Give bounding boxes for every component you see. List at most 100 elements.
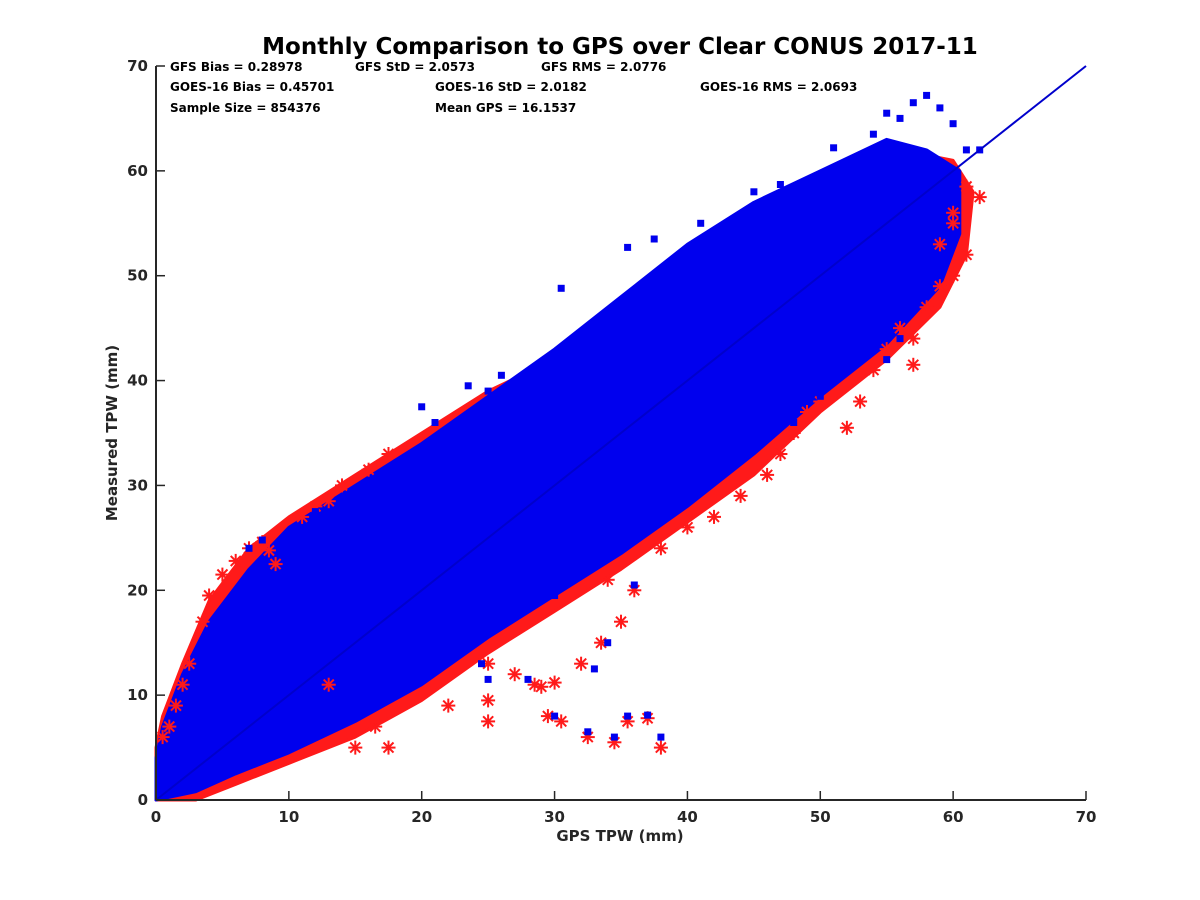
square-point [923,91,931,99]
asterisk-point [368,719,383,734]
square-point [551,592,559,599]
square-point [936,104,944,112]
gfs-bias-stat: GFS Bias = 0.28978 [170,60,302,74]
x-tick-labels: 0 10 20 30 40 50 60 70 [151,791,1097,826]
asterisk-point [381,740,396,755]
square-point [464,382,472,390]
asterisk-point [481,714,496,729]
x-tick-label: 50 [810,808,831,826]
square-point [258,536,266,544]
one-to-one-line [155,65,1087,801]
x-tick-label: 40 [677,808,698,826]
asterisk-point [182,656,197,671]
square-point [803,193,811,201]
gfs-rms-stat: GFS RMS = 2.0776 [541,60,666,74]
asterisk-point [919,300,934,315]
asterisk-point [261,543,276,558]
square-point [557,284,565,292]
asterisk-point [321,677,336,692]
goes-bias-stat: GOES-16 Bias = 0.45701 [170,80,334,94]
asterisk-point [786,426,801,440]
gfs-std-stat: GFS StD = 2.0573 [355,60,475,74]
square-point [590,356,598,364]
asterisk-point [614,614,628,629]
asterisk-point [534,679,549,694]
square-point [484,675,492,683]
square-point [644,711,652,719]
y-tick-label: 10 [127,686,148,704]
square-point [683,251,691,259]
asterisk-point [228,553,243,568]
data-density-bands [154,137,975,802]
square-point [524,675,532,683]
density-band-1 [154,137,962,802]
y-tick-labels: 0 10 20 30 40 50 60 70 [127,57,165,809]
x-axis-label: GPS TPW (mm) [556,827,683,845]
asterisk-point [653,541,668,556]
square-point [650,235,658,243]
square-point [584,728,592,736]
square-point [604,639,612,647]
asterisk-point [507,667,522,682]
square-point [624,712,632,720]
asterisk-point [348,740,363,755]
asterisk-point [195,614,210,629]
square-point [869,130,877,138]
mean-gps-stat: Mean GPS = 16.1537 [435,101,576,115]
asterisk-point [202,588,217,603]
asterisk-point [800,405,814,419]
square-point [431,419,439,426]
asterisk-point [959,179,974,194]
x-tick-label: 10 [278,808,299,826]
y-tick-label: 30 [127,476,148,494]
asterisk-point [760,467,775,482]
asterisk-point [175,677,190,692]
x-tick-label: 30 [544,808,565,826]
square-point [896,114,904,122]
asterisk-point [959,247,974,262]
y-axis-label: Measured TPW (mm) [103,345,121,521]
square-point [590,665,598,673]
asterisk-point [972,190,987,205]
square-point [816,392,824,400]
asterisk-point [574,656,589,671]
square-point [418,403,426,411]
x-tick-label: 60 [943,808,964,826]
asterisk-point [893,321,907,336]
square-point [524,392,532,400]
asterisk-point [335,478,349,493]
asterisk-point [853,394,868,409]
square-point [497,371,505,379]
square-point [551,712,559,720]
square-point [962,146,970,154]
asterisk-point [441,698,456,713]
y-tick-label: 0 [138,791,148,809]
reference-line-layer [155,65,1087,801]
goes-rms-stat: GOES-16 RMS = 2.0693 [700,80,857,94]
square-point [245,544,253,552]
x-tick-label: 0 [151,808,161,826]
asterisk-point [653,740,668,755]
square-point [949,120,957,128]
asterisk-point [600,572,615,587]
asterisk-point [215,567,230,582]
y-tick-label: 20 [127,581,148,599]
y-tick-label: 60 [127,162,148,180]
square-point [909,99,917,107]
asterisk-point [481,693,496,708]
square-point [484,387,492,395]
x-tick-label: 70 [1076,808,1097,826]
asterisk-point [906,357,921,372]
asterisk-point [361,462,376,477]
asterisk-point [321,494,336,509]
asterisk-point [946,216,961,231]
asterisk-point [268,557,283,572]
asterisk-point [680,520,695,535]
square-point [624,243,632,251]
asterisk-point [162,719,177,734]
asterisk-point [866,363,881,378]
y-tick-label: 70 [127,57,148,75]
asterisk-point [932,237,947,252]
